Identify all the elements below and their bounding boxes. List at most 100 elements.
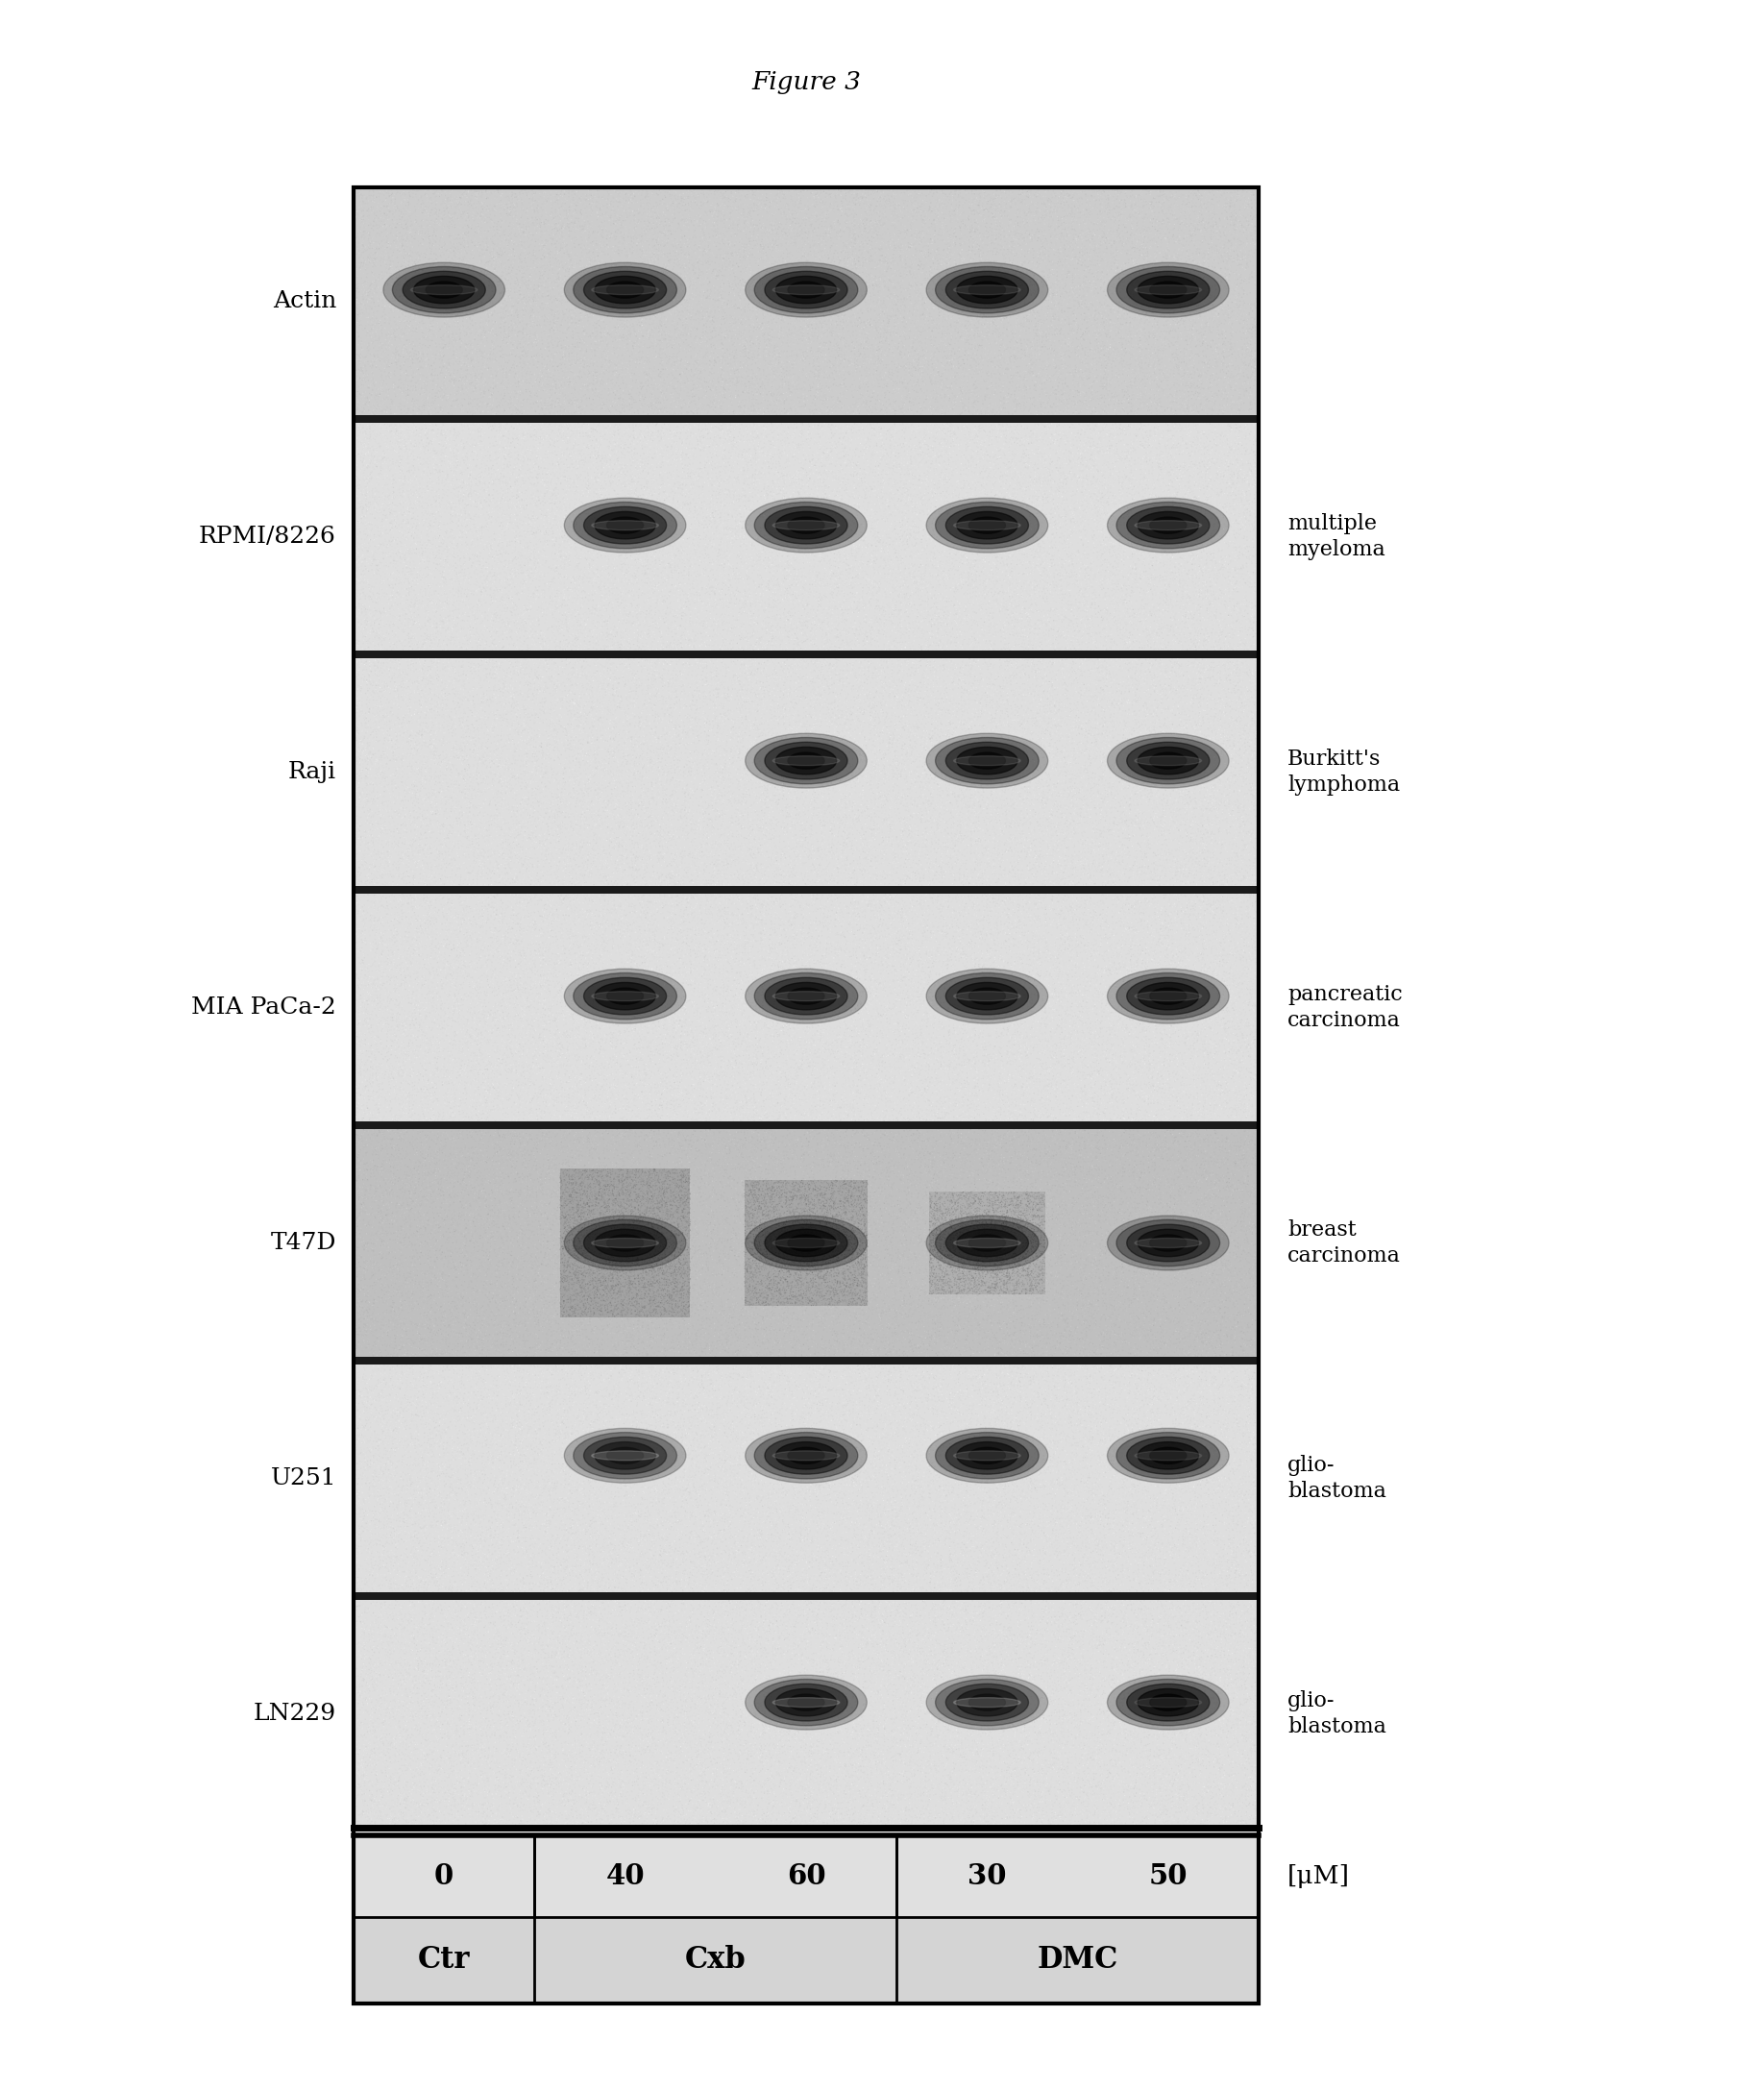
Point bbox=[773, 938, 801, 972]
Point bbox=[979, 1200, 1007, 1233]
Point bbox=[1117, 410, 1145, 443]
Point bbox=[736, 314, 764, 347]
Point bbox=[418, 1626, 446, 1659]
Point bbox=[640, 765, 669, 798]
Point bbox=[390, 460, 418, 493]
Point bbox=[707, 1396, 736, 1430]
Point bbox=[1200, 1565, 1228, 1599]
Point bbox=[836, 305, 864, 339]
Point bbox=[467, 1087, 496, 1120]
Point bbox=[730, 732, 759, 765]
Point bbox=[617, 1216, 646, 1250]
Point bbox=[963, 1789, 991, 1822]
Point bbox=[889, 274, 917, 307]
Point bbox=[600, 1162, 628, 1195]
Point bbox=[1076, 366, 1104, 399]
Point bbox=[603, 1471, 632, 1505]
Point bbox=[418, 412, 446, 445]
Point bbox=[797, 1559, 826, 1593]
Point bbox=[974, 349, 1002, 382]
Point bbox=[1106, 788, 1134, 821]
Point bbox=[662, 420, 690, 454]
Point bbox=[896, 251, 924, 284]
Point bbox=[340, 688, 369, 721]
Point bbox=[686, 1448, 714, 1482]
Point bbox=[1071, 424, 1099, 458]
Point bbox=[914, 477, 942, 510]
Point bbox=[1207, 477, 1235, 510]
Point bbox=[1032, 869, 1060, 903]
Point bbox=[854, 424, 882, 458]
Point bbox=[1080, 1388, 1108, 1421]
Point bbox=[1027, 901, 1055, 934]
Point bbox=[1055, 594, 1083, 627]
Point bbox=[483, 809, 512, 842]
Point bbox=[1132, 240, 1161, 274]
Point bbox=[1090, 644, 1118, 677]
Point bbox=[817, 784, 845, 817]
Point bbox=[1011, 1319, 1039, 1352]
Point bbox=[813, 1271, 841, 1304]
Point bbox=[1011, 362, 1039, 395]
Point bbox=[766, 1267, 794, 1300]
Point bbox=[379, 1306, 407, 1340]
Point bbox=[351, 1762, 379, 1795]
Point bbox=[903, 1509, 931, 1542]
Point bbox=[780, 418, 808, 451]
Point bbox=[1184, 1632, 1212, 1666]
Point bbox=[1203, 788, 1231, 821]
Point bbox=[1147, 1430, 1175, 1463]
Point bbox=[718, 673, 746, 706]
Point bbox=[903, 1020, 931, 1053]
Point bbox=[1150, 1699, 1178, 1733]
Point bbox=[446, 1666, 475, 1699]
Point bbox=[1166, 1482, 1194, 1515]
Point bbox=[919, 1101, 947, 1135]
Point bbox=[563, 1273, 591, 1306]
Point bbox=[471, 291, 499, 324]
Point bbox=[882, 1310, 910, 1344]
Point bbox=[436, 199, 464, 232]
Point bbox=[840, 566, 868, 600]
Point bbox=[1016, 999, 1044, 1032]
Point bbox=[577, 462, 605, 495]
Point bbox=[757, 1423, 785, 1457]
Point bbox=[961, 915, 990, 949]
Point bbox=[466, 1361, 494, 1394]
Point bbox=[889, 1214, 917, 1248]
Point bbox=[596, 324, 624, 357]
Point bbox=[720, 1768, 748, 1802]
Point bbox=[757, 1749, 785, 1783]
Point bbox=[1219, 1045, 1247, 1078]
Point bbox=[833, 1133, 861, 1166]
Point bbox=[1162, 1634, 1191, 1668]
Point bbox=[833, 1250, 861, 1283]
Point bbox=[445, 1572, 473, 1605]
Point bbox=[349, 186, 377, 219]
Point bbox=[602, 978, 630, 1012]
Point bbox=[506, 1519, 534, 1553]
Point bbox=[556, 930, 584, 963]
Point bbox=[425, 1053, 453, 1087]
Point bbox=[557, 984, 586, 1018]
Point bbox=[926, 1143, 954, 1177]
Point bbox=[1102, 391, 1131, 424]
Point bbox=[542, 579, 570, 612]
Point bbox=[1094, 1645, 1122, 1678]
Point bbox=[1099, 487, 1127, 520]
Point bbox=[748, 1279, 776, 1313]
Point bbox=[746, 1181, 774, 1214]
Point bbox=[348, 865, 376, 899]
Point bbox=[833, 909, 861, 943]
Point bbox=[563, 462, 591, 495]
Point bbox=[831, 270, 859, 303]
Point bbox=[797, 1467, 826, 1501]
Point bbox=[938, 1607, 967, 1641]
Point bbox=[931, 1202, 960, 1235]
Point bbox=[693, 1802, 721, 1835]
Point bbox=[1046, 1066, 1074, 1099]
Point bbox=[1242, 918, 1270, 951]
Point bbox=[1231, 1156, 1259, 1189]
Point bbox=[958, 1200, 986, 1233]
Point bbox=[707, 1317, 736, 1350]
